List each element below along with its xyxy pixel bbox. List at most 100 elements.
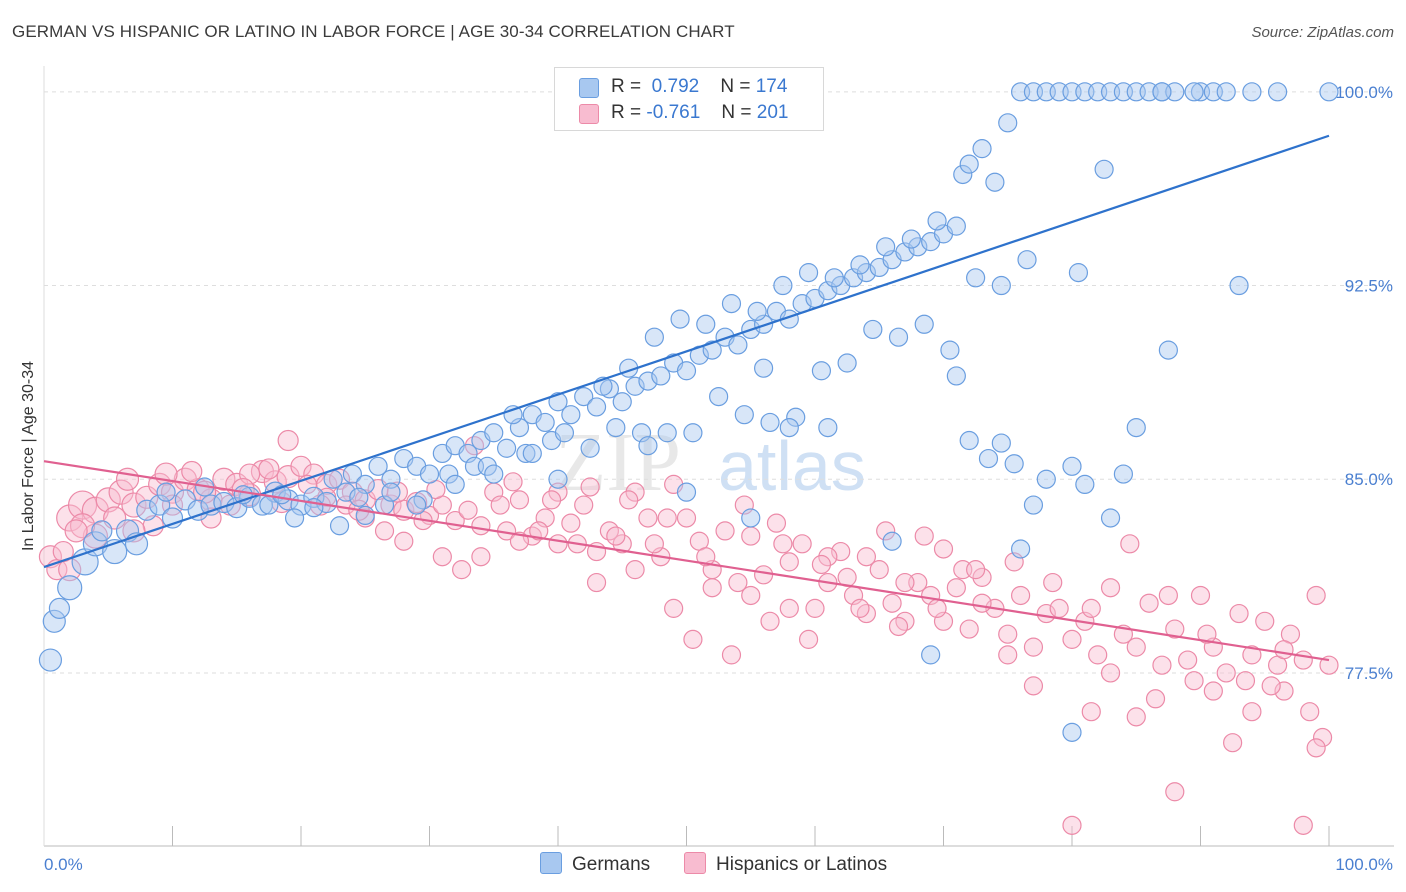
hispanic-point: [998, 624, 1018, 644]
hispanic-point: [1312, 727, 1333, 748]
german-point: [57, 575, 83, 601]
hispanic-point: [1126, 707, 1146, 727]
german-point: [927, 211, 947, 231]
german-point: [1010, 539, 1031, 559]
german-point: [477, 456, 497, 476]
hispanic-point: [959, 619, 979, 639]
hispanic-point: [1274, 640, 1294, 660]
german-point: [413, 490, 433, 510]
hispanic-point: [606, 526, 626, 546]
hispanic-point: [1216, 663, 1236, 683]
hispanic-point: [490, 495, 510, 515]
german-point: [914, 314, 934, 334]
german-point: [940, 340, 960, 360]
german-point: [747, 301, 767, 321]
german-point: [91, 520, 113, 542]
german-point: [811, 361, 832, 381]
german-point: [586, 397, 607, 417]
german-point: [625, 376, 645, 396]
german-point: [1094, 159, 1114, 179]
legend-n-value-germans: 174: [755, 76, 788, 97]
german-point: [876, 237, 896, 257]
hispanic-point: [471, 516, 491, 536]
german-point: [497, 438, 517, 458]
hispanic-point: [741, 526, 761, 546]
german-point: [786, 407, 806, 427]
hispanic-point: [728, 572, 748, 593]
hispanic-point: [715, 521, 735, 541]
hispanic-point: [625, 560, 645, 580]
german-point: [1229, 275, 1249, 296]
y-tick-label: 85.0%: [1345, 470, 1393, 489]
german-point: [741, 508, 761, 528]
chart-source: Source: ZipAtlas.com: [1251, 24, 1394, 41]
german-point: [156, 482, 176, 502]
german-point: [753, 358, 774, 378]
hispanic-point: [1043, 572, 1063, 593]
hispanic-point: [1120, 534, 1140, 554]
german-point: [342, 464, 362, 484]
bottom-legend-germans-label: Germans: [572, 854, 651, 875]
german-point: [574, 386, 594, 407]
german-point: [670, 309, 690, 329]
hispanic-point: [82, 523, 109, 549]
hispanic-point: [1158, 585, 1178, 606]
hispanic-point: [1165, 619, 1185, 639]
hispanic-point: [1100, 578, 1121, 598]
hispanic-point: [1229, 603, 1249, 624]
german-point: [612, 392, 632, 412]
hispanic-point: [1300, 702, 1320, 722]
german-point: [651, 366, 671, 386]
hispanic-point: [696, 547, 716, 567]
german-point: [1184, 82, 1204, 102]
german-point: [773, 275, 793, 296]
hispanic-point: [805, 598, 825, 618]
y-axis-tick-labels: 77.5% 85.0% 92.5% 100.0%: [1335, 83, 1393, 683]
watermark: ZIP atlas: [555, 416, 866, 509]
hispanic-point: [56, 504, 84, 532]
hispanic-point: [1235, 671, 1256, 691]
hispanic-point: [619, 490, 639, 510]
german-point: [991, 433, 1011, 453]
hispanic-point: [1023, 676, 1044, 696]
x-axis-ticks: [172, 826, 1330, 846]
german-point: [1216, 82, 1236, 102]
hispanic-point: [876, 521, 896, 541]
hispanic-point: [1319, 655, 1339, 675]
german-point: [644, 327, 664, 347]
german-point: [676, 482, 697, 502]
german-point: [946, 216, 966, 236]
legend-hispanics-text: R = -0.761 N = 201: [611, 102, 788, 124]
hispanic-point: [258, 458, 280, 480]
hispanic-point: [548, 534, 568, 554]
hispanic-point: [1100, 663, 1121, 683]
hispanic-point: [1049, 598, 1069, 618]
german-point: [1100, 508, 1121, 528]
hispanic-point: [1062, 815, 1082, 835]
german-point: [676, 361, 697, 381]
hispanic-point: [664, 598, 684, 618]
german-point: [329, 516, 350, 536]
german-point: [1158, 340, 1178, 360]
hispanic-point: [394, 531, 414, 551]
hispanic-point: [509, 531, 530, 551]
german-point: [921, 645, 941, 665]
german-point: [516, 443, 536, 464]
hispanic-point: [580, 477, 600, 497]
german-point: [1004, 454, 1024, 474]
german-point: [1075, 474, 1095, 495]
hispanic-point: [818, 547, 838, 567]
german-point: [824, 268, 844, 288]
german-point: [882, 531, 902, 551]
german-point: [1319, 82, 1339, 102]
german-point: [548, 469, 568, 489]
german-point: [554, 423, 575, 443]
bottom-legend-swatch-hispanics: [684, 852, 706, 874]
german-point: [484, 464, 504, 484]
german-point: [1068, 263, 1089, 283]
legend-swatch-hispanics: [579, 104, 599, 124]
hispanic-trendline: [43, 460, 1330, 662]
bottom-legend-hispanics: Hispanics or Latinos: [684, 852, 887, 876]
bottom-legend-swatch-germans: [540, 852, 562, 874]
german-point: [901, 229, 921, 249]
